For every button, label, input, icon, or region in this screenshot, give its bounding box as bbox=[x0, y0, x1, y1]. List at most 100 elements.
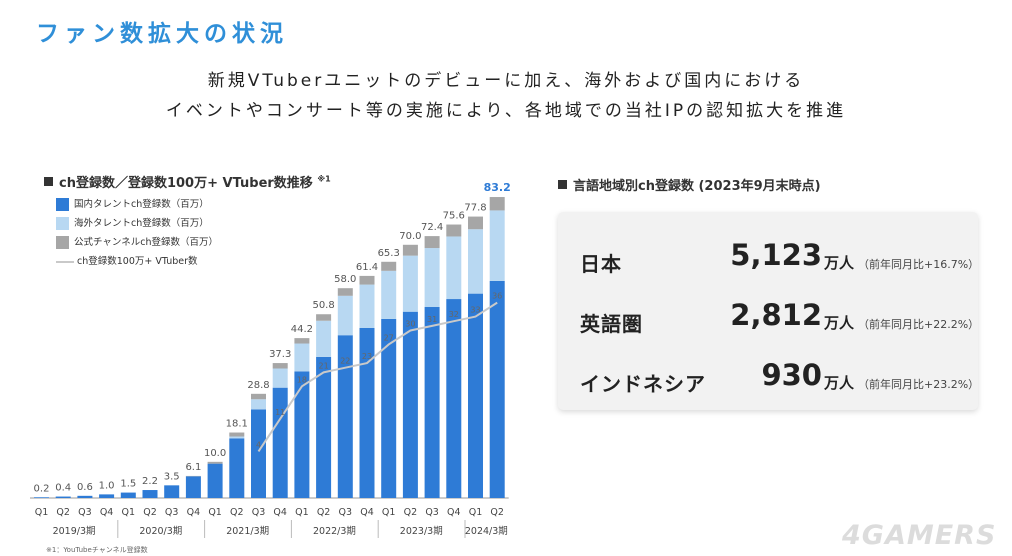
bar-segment bbox=[229, 436, 245, 439]
bar-segment bbox=[185, 476, 201, 498]
legend-label: 公式チャンネルch登録数（百万） bbox=[74, 237, 218, 248]
bar-segment bbox=[402, 244, 418, 256]
chart-heading-note: ※1 bbox=[317, 174, 331, 184]
bar-segment bbox=[229, 432, 245, 437]
page-title: ファン数拡大の状況 bbox=[36, 21, 288, 47]
vtuber-count-line bbox=[257, 301, 498, 452]
bar-segment bbox=[381, 261, 397, 271]
watermark-logo: 4GAMERS bbox=[842, 520, 997, 551]
vtuber-count-label: 32 bbox=[449, 310, 459, 319]
bar-segment bbox=[251, 409, 266, 498]
quarter-tick-label: Q2 bbox=[404, 507, 418, 518]
quarter-tick-label: Q4 bbox=[360, 507, 374, 518]
bar-total-label: 37.3 bbox=[269, 349, 291, 360]
bar-total-label: 77.8 bbox=[464, 203, 486, 214]
quarter-tick-label: Q3 bbox=[165, 507, 179, 518]
stat-value: 5,123 bbox=[730, 238, 822, 272]
bar-segment bbox=[316, 314, 332, 321]
quarter-tick-label: Q1 bbox=[122, 507, 136, 518]
bar-segment bbox=[359, 284, 375, 328]
vtuber-count-label: 27 bbox=[384, 333, 394, 342]
bar-total-label: 70.0 bbox=[399, 231, 421, 242]
chart-legend: 国内タレントch登録数（百万） 海外タレントch登録数（百万） 公式チャンネルc… bbox=[56, 198, 218, 274]
bar-segment bbox=[468, 229, 483, 294]
vtuber-count-label: 31 bbox=[427, 315, 437, 324]
vtuber-count-label: 36 bbox=[492, 292, 502, 301]
stat-row-indonesia: インドネシア 930 万人 （前年同月比+23.2%） bbox=[558, 354, 979, 404]
stat-change: （前年同月比+22.2%） bbox=[858, 318, 980, 331]
bar-segment bbox=[468, 216, 483, 230]
legend-item-domestic: 国内タレントch登録数（百万） bbox=[56, 198, 218, 217]
stat-value: 930 bbox=[761, 358, 822, 392]
vtuber-count-label: 18 bbox=[297, 375, 307, 384]
bar-segment bbox=[207, 461, 223, 464]
vtuber-count-label: 4 bbox=[256, 440, 261, 449]
fiscal-year-label: 2021/3期 bbox=[226, 526, 269, 537]
legend-line-swatch bbox=[56, 260, 74, 263]
legend-swatch bbox=[56, 198, 69, 211]
bar-segment bbox=[424, 248, 440, 308]
bar-total-label: 61.4 bbox=[356, 262, 378, 273]
bar-segment bbox=[164, 485, 180, 498]
bar-segment bbox=[359, 275, 375, 285]
bar-segment bbox=[316, 320, 332, 357]
quarter-tick-label: Q2 bbox=[56, 507, 70, 518]
bar-total-label: 44.2 bbox=[291, 324, 313, 335]
bar-segment bbox=[359, 327, 375, 498]
stat-region-name: インドネシア bbox=[580, 372, 706, 396]
bar-segment bbox=[272, 368, 288, 388]
fiscal-year-label: 2020/3期 bbox=[139, 526, 182, 537]
quarter-tick-label: Q3 bbox=[78, 507, 92, 518]
quarter-tick-label: Q2 bbox=[490, 507, 504, 518]
bar-segment bbox=[468, 293, 483, 498]
bar-total-label: 72.4 bbox=[421, 222, 443, 233]
bar-segment bbox=[120, 492, 136, 498]
vtuber-count-label: 23 bbox=[362, 352, 372, 361]
legend-swatch bbox=[56, 217, 69, 230]
bar-total-label: 3.5 bbox=[164, 471, 180, 482]
vtuber-count-label: 30 bbox=[405, 320, 415, 329]
bar-segment bbox=[251, 393, 266, 400]
right-heading: 言語地域別ch登録数 (2023年9月末時点) bbox=[558, 175, 821, 194]
legend-label: 海外タレントch登録数（百万） bbox=[74, 218, 209, 229]
bar-segment bbox=[381, 270, 397, 319]
stat-value: 2,812 bbox=[730, 298, 822, 332]
bar-segment bbox=[337, 335, 353, 498]
bar-total-label: 6.1 bbox=[185, 462, 201, 473]
bar-segment bbox=[489, 280, 505, 498]
heading-square-icon bbox=[558, 180, 567, 189]
stat-change: （前年同月比+16.7%） bbox=[858, 258, 980, 271]
quarter-tick-label: Q3 bbox=[425, 507, 439, 518]
subscriber-chart: 0.2 Q1 0.4 Q2 0.6 Q3 1.0 Q4 1.5 Q1 2.2 Q2 3.5 Q3 6.1 Q4… bbox=[30, 181, 511, 538]
stat-unit: 万人 bbox=[824, 254, 855, 272]
region-stats-card: 日本 5,123 万人 （前年同月比+16.7%） 英語圏 2,812 万人 （… bbox=[558, 212, 980, 410]
quarter-tick-label: Q1 bbox=[295, 507, 309, 518]
bar-segment bbox=[99, 494, 115, 498]
bar-segment bbox=[294, 338, 310, 344]
legend-item-overseas: 海外タレントch登録数（百万） bbox=[56, 217, 218, 236]
stat-row-english: 英語圏 2,812 万人 （前年同月比+22.2%） bbox=[558, 294, 980, 344]
bar-segment bbox=[424, 236, 440, 249]
bar-total-label: 18.1 bbox=[226, 419, 248, 430]
footnote: ※1：YouTubeチャンネル登録数 bbox=[46, 546, 148, 554]
legend-item-official: 公式チャンネルch登録数（百万） bbox=[56, 236, 218, 255]
bar-total-label: 2.2 bbox=[142, 476, 158, 487]
bar-total-label: 65.3 bbox=[378, 248, 400, 259]
legend-label: ch登録数100万+ VTuber数 bbox=[77, 256, 198, 267]
bar-segment bbox=[272, 363, 288, 369]
bar-segment bbox=[381, 318, 397, 498]
vtuber-count-label: 22 bbox=[340, 357, 350, 366]
fiscal-year-label: 2024/3期 bbox=[465, 526, 508, 537]
quarter-tick-label: Q1 bbox=[35, 507, 49, 518]
quarter-tick-label: Q4 bbox=[447, 507, 461, 518]
bar-segment bbox=[424, 307, 440, 498]
bar-segment bbox=[489, 197, 505, 211]
quarter-tick-label: Q3 bbox=[339, 507, 353, 518]
bar-segment bbox=[251, 399, 266, 410]
bar-total-label: 75.6 bbox=[443, 211, 465, 222]
stat-unit: 万人 bbox=[824, 314, 855, 332]
quarter-tick-label: Q3 bbox=[252, 507, 266, 518]
stat-unit: 万人 bbox=[824, 374, 855, 392]
vtuber-count-label: 33 bbox=[470, 306, 480, 315]
bar-segment bbox=[272, 387, 288, 498]
